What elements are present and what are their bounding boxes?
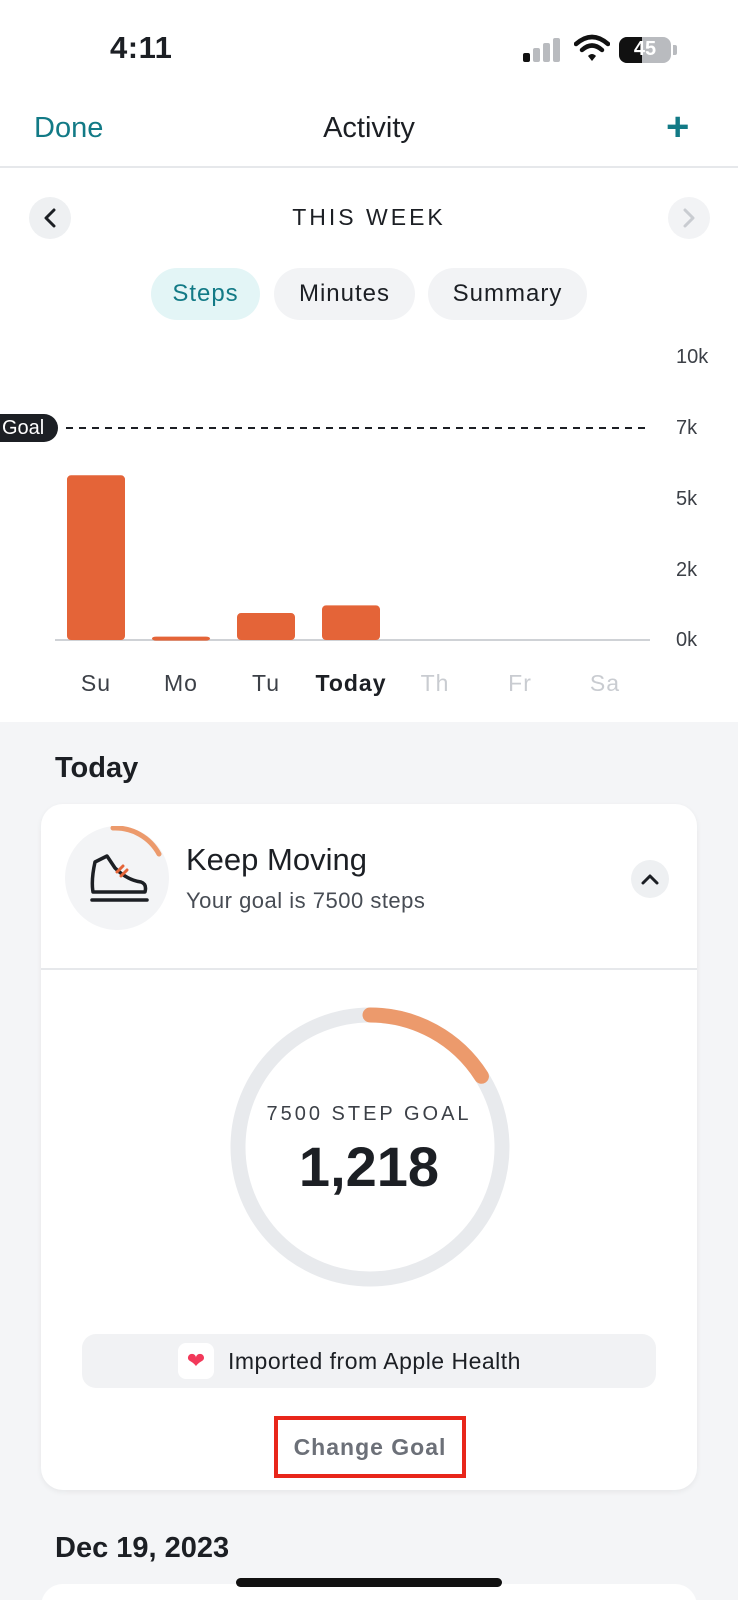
bar-su[interactable] (67, 475, 125, 640)
y-tick-label: 7k (676, 417, 698, 439)
next-week-button[interactable] (668, 197, 710, 239)
bar-today[interactable] (322, 605, 380, 640)
week-label: THIS WEEK (292, 204, 446, 230)
card-title: Keep Moving (186, 842, 367, 877)
previous-week-button[interactable] (29, 197, 71, 239)
y-tick-label: 10k (676, 346, 709, 368)
battery-icon: 45 (619, 37, 671, 63)
goal-line-label: Goal (0, 414, 59, 442)
x-tick-label: Sa (589, 670, 621, 696)
section-title-date: Dec 19, 2023 (55, 1532, 230, 1564)
bar-tu[interactable] (237, 613, 295, 640)
step-goal-label: 7500 STEP GOAL (266, 1103, 472, 1125)
x-tick-label: Su (80, 670, 112, 696)
step-progress-ring (230, 1007, 510, 1287)
chevron-up-icon (641, 874, 659, 885)
section-title-today: Today (55, 752, 139, 784)
chart-plot-area (55, 427, 650, 641)
battery-percentage: 45 (633, 38, 657, 60)
step-count: 1,218 (298, 1135, 440, 1198)
keep-moving-card: Keep Moving Your goal is 7500 steps 7500… (41, 804, 697, 1490)
next-day-card (41, 1584, 697, 1600)
add-button[interactable]: + (666, 105, 690, 149)
x-tick-label: Mo (164, 670, 198, 696)
import-source-pill: ❤ Imported from Apple Health (82, 1334, 656, 1388)
done-button[interactable]: Done (34, 112, 104, 144)
x-tick-label: Today (315, 670, 387, 696)
goal-progress-badge (65, 826, 169, 930)
x-tick-label: Th (420, 670, 450, 696)
x-tick-label: Fr (508, 670, 532, 696)
chevron-left-icon (44, 208, 56, 228)
card-divider (41, 968, 697, 970)
wifi-icon (574, 34, 610, 61)
page-title: Activity (323, 112, 415, 144)
tab-minutes[interactable]: Minutes (274, 268, 415, 320)
battery-cap (673, 45, 677, 55)
import-source-text: Imported from Apple Health (228, 1348, 521, 1374)
y-tick-label: 2k (676, 559, 698, 581)
weekly-steps-chart: Goal 10k 7k 5k 2k 0k Su Mo Tu Today Th F… (0, 340, 738, 710)
nav-divider (0, 166, 738, 168)
cellular-signal-icon (523, 38, 563, 62)
y-tick-label: 5k (676, 488, 698, 510)
home-indicator (236, 1578, 502, 1587)
change-goal-button[interactable]: Change Goal (274, 1416, 466, 1478)
activity-header-area: 4:11 45 Done Activity + THIS WEEK Steps … (0, 0, 738, 722)
tab-steps[interactable]: Steps (151, 268, 260, 320)
x-tick-label: Tu (252, 670, 280, 696)
battery-fill (619, 37, 643, 63)
apple-health-icon: ❤ (178, 1343, 214, 1379)
ring-progress-arc (362, 1007, 489, 1084)
y-tick-label: 0k (676, 629, 698, 651)
tab-summary[interactable]: Summary (428, 268, 587, 320)
collapse-button[interactable] (631, 860, 669, 898)
sneaker-icon (90, 826, 162, 902)
status-time: 4:11 (110, 30, 173, 65)
bar-mo[interactable] (152, 636, 210, 641)
card-subtitle: Your goal is 7500 steps (186, 888, 426, 913)
chevron-right-icon (683, 208, 695, 228)
